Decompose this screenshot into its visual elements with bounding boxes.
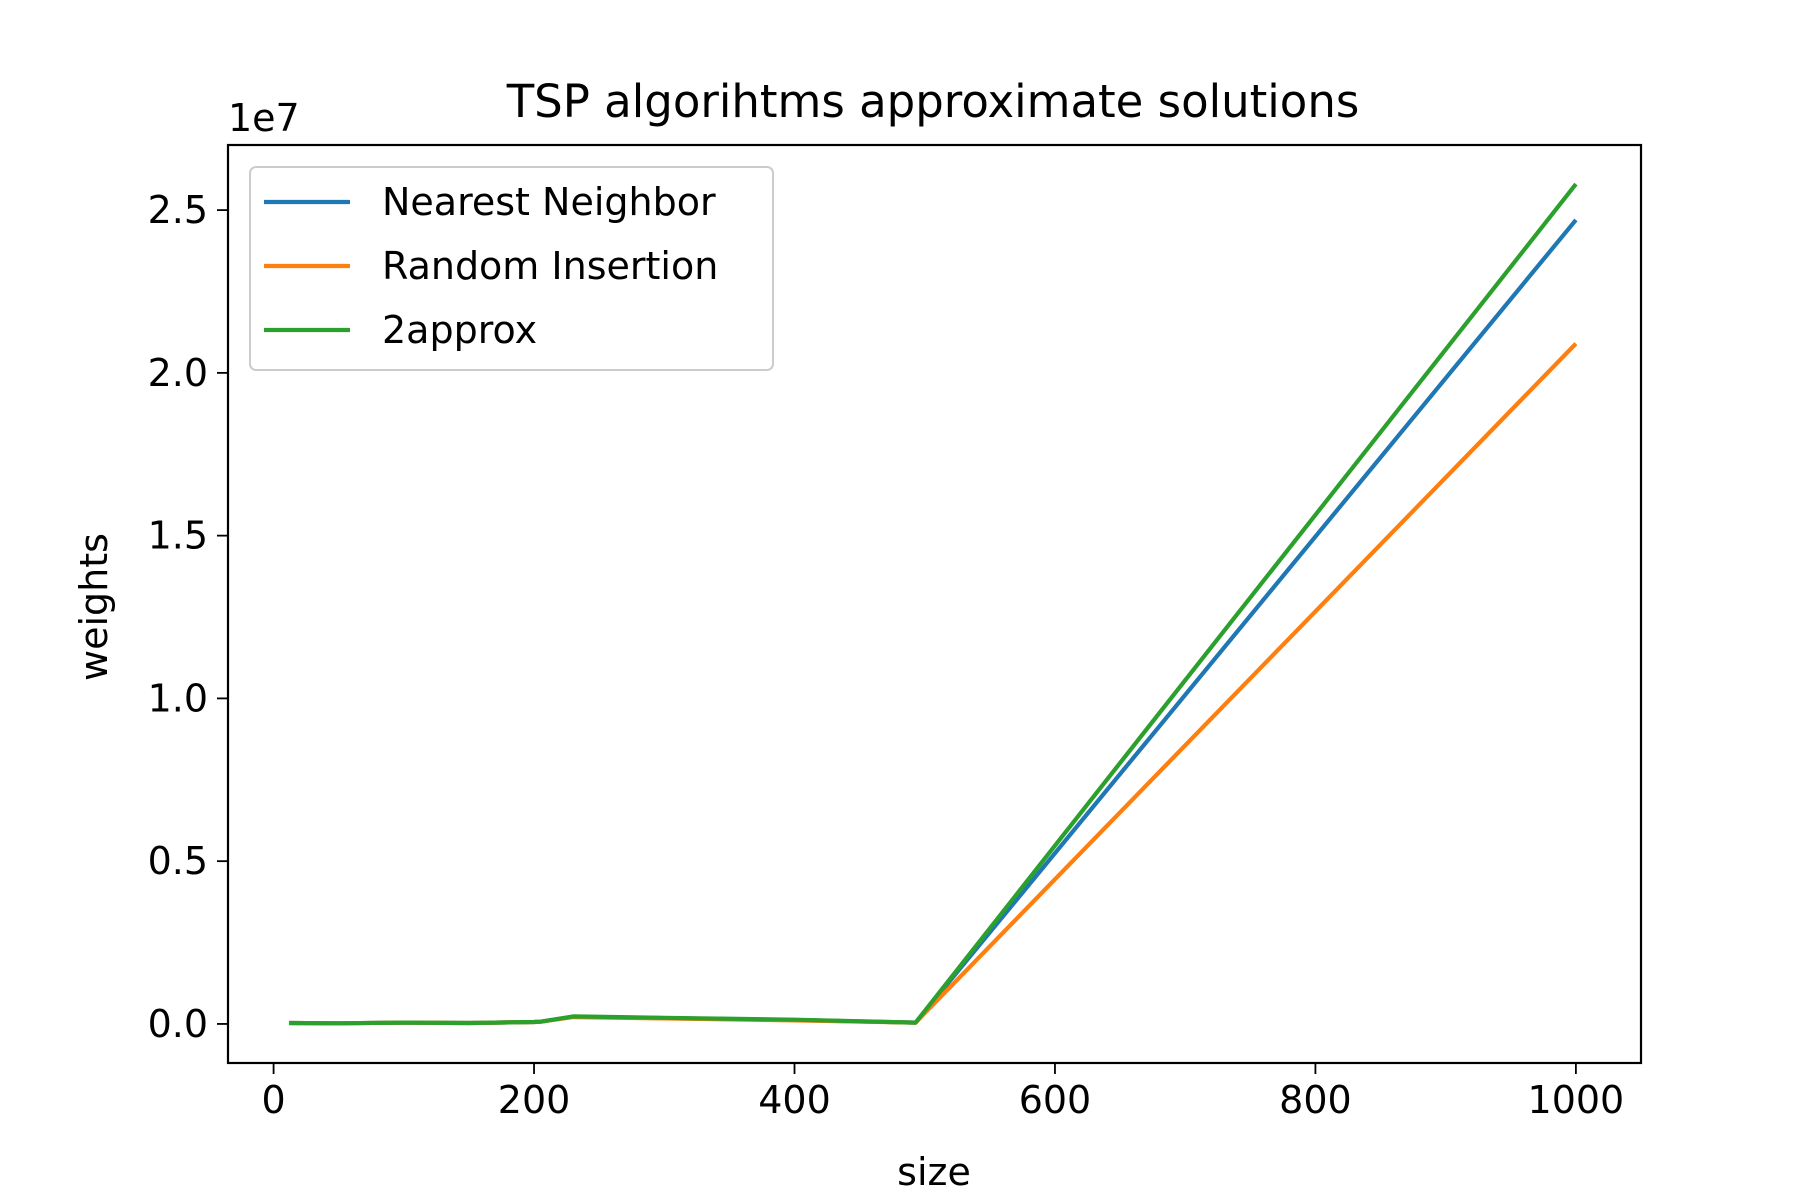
series-line-2approx	[289, 182, 1578, 1026]
x-tick-label: 0	[261, 1078, 285, 1122]
x-tick-label: 600	[1019, 1078, 1092, 1122]
y-tick-label: 1.0	[148, 676, 208, 720]
y-tick-label: 2.5	[148, 188, 208, 232]
legend-label: 2approx	[382, 308, 537, 352]
plot-area-frame	[226, 143, 1643, 1065]
series-lines	[289, 182, 1578, 1026]
y-tick-label: 2.0	[148, 351, 208, 395]
x-tick-label: 200	[498, 1078, 571, 1122]
legend-label: Nearest Neighbor	[382, 180, 716, 224]
legend: Nearest Neighbor Random Insertion 2approx	[249, 166, 774, 371]
x-axis-ticks: 0 200 400 600 800 1000	[261, 1063, 1624, 1122]
chart-title: TSP algorihtms approximate solutions	[506, 75, 1360, 128]
y-axis-title: weights	[72, 533, 116, 681]
y-tick-label: 0.0	[148, 1002, 208, 1046]
y-tick-label: 1.5	[148, 514, 208, 558]
x-tick-label: 1000	[1528, 1078, 1625, 1122]
x-tick-label: 800	[1279, 1078, 1352, 1122]
x-axis-title: size	[897, 1150, 971, 1194]
x-tick-label: 400	[758, 1078, 831, 1122]
y-axis-ticks: 0.0 0.5 1.0 1.5 2.0 2.5	[148, 188, 228, 1046]
series-line-random-insertion	[289, 342, 1578, 1026]
legend-box	[249, 166, 774, 371]
y-tick-label: 0.5	[148, 839, 208, 883]
y-axis-offset-label: 1e7	[228, 96, 300, 140]
legend-label: Random Insertion	[382, 244, 718, 288]
